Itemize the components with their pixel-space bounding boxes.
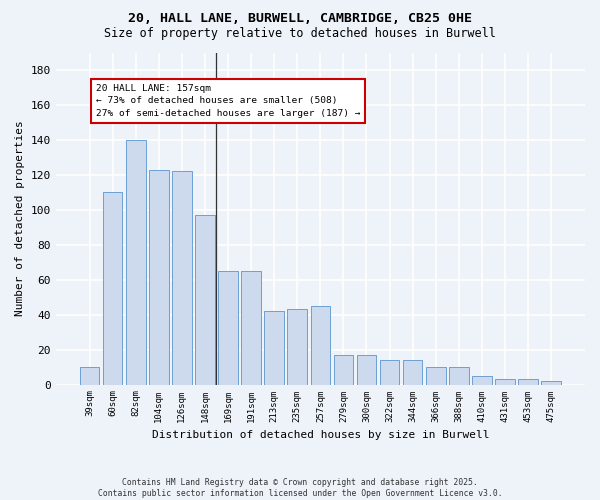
Bar (380, 360, 400, 384)
Bar (80, 367, 100, 384)
Bar (472, 376, 492, 384)
Text: Contains HM Land Registry data © Crown copyright and database right 2025.
Contai: Contains HM Land Registry data © Crown c… (98, 478, 502, 498)
Bar (172, 172, 191, 384)
Bar (241, 271, 261, 384)
Bar (265, 311, 284, 384)
Text: 20 HALL LANE: 157sqm
← 73% of detached houses are smaller (508)
27% of semi-deta: 20 HALL LANE: 157sqm ← 73% of detached h… (96, 84, 361, 118)
Bar (149, 170, 169, 384)
Bar (449, 367, 469, 384)
X-axis label: Distribution of detached houses by size in Burwell: Distribution of detached houses by size … (152, 430, 489, 440)
Bar (518, 380, 538, 384)
Y-axis label: Number of detached properties: Number of detached properties (15, 120, 25, 316)
Text: 20, HALL LANE, BURWELL, CAMBRIDGE, CB25 0HE: 20, HALL LANE, BURWELL, CAMBRIDGE, CB25 … (128, 12, 472, 26)
Bar (334, 355, 353, 384)
Bar (311, 306, 330, 384)
Bar (126, 140, 146, 384)
Bar (426, 367, 446, 384)
Bar (356, 355, 376, 384)
Bar (195, 215, 215, 384)
Bar (287, 310, 307, 384)
Bar (541, 381, 561, 384)
Bar (495, 380, 515, 384)
Bar (403, 360, 422, 384)
Text: Size of property relative to detached houses in Burwell: Size of property relative to detached ho… (104, 28, 496, 40)
Bar (103, 192, 122, 384)
Bar (218, 271, 238, 384)
